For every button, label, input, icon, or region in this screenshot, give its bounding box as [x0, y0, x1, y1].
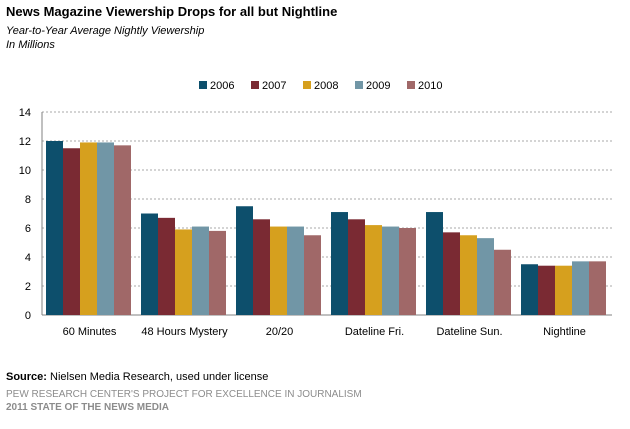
x-tick-label: Dateline Fri.	[345, 326, 404, 338]
bar-2007-2	[253, 219, 270, 315]
bar-2010-3	[399, 228, 416, 315]
bar-2009-4	[477, 238, 494, 315]
legend-label-2008: 2008	[314, 80, 338, 92]
bar-2007-0	[63, 148, 80, 315]
source-text: Nielsen Media Research, used under licen…	[46, 371, 269, 383]
legend-label-2010: 2010	[418, 80, 442, 92]
bar-2010-4	[494, 249, 511, 315]
bar-2006-1	[141, 213, 158, 315]
bar-2009-3	[382, 226, 399, 315]
legend-swatch-2006	[199, 81, 207, 89]
y-tick-label: 8	[25, 194, 31, 206]
bar-2009-1	[192, 226, 209, 315]
report-name: 2011 STATE OF THE NEWS MEDIA	[6, 402, 169, 413]
bar-2007-4	[443, 232, 460, 315]
bar-2010-2	[304, 235, 321, 315]
bar-2008-3	[365, 225, 382, 315]
bar-2007-1	[158, 217, 175, 315]
x-tick-label: Dateline Sun.	[436, 326, 502, 338]
subtitle-line-2: In Millions	[6, 39, 55, 51]
bar-2008-0	[80, 142, 97, 315]
bar-2007-5	[538, 265, 555, 315]
y-tick-label: 10	[19, 165, 31, 177]
bar-2008-2	[270, 226, 287, 315]
bar-2009-2	[287, 226, 304, 315]
bar-chart: 0 2 4 6 8 10 12 14 60 Minutes 48 Hours Mystery 20/…	[19, 80, 612, 338]
bar-2006-3	[331, 212, 348, 315]
y-tick-label: 14	[19, 107, 31, 119]
y-tick-label: 2	[25, 281, 31, 293]
subtitle-line-1: Year-to-Year Average Nightly Viewership	[6, 25, 205, 37]
y-tick-label: 6	[25, 223, 31, 235]
bar-2010-0	[114, 145, 131, 315]
source-note: Source: Nielsen Media Research, used und…	[6, 371, 268, 383]
y-tick-label: 0	[25, 310, 31, 322]
bar-2008-1	[175, 229, 192, 315]
y-tick-label: 12	[19, 136, 31, 148]
bar-2008-4	[460, 235, 477, 315]
legend-swatch-2009	[355, 81, 363, 89]
bar-2006-4	[426, 212, 443, 315]
legend-swatch-2008	[303, 81, 311, 89]
legend-label-2007: 2007	[262, 80, 286, 92]
legend-label-2009: 2009	[366, 80, 390, 92]
chart-title: News Magazine Viewership Drops for all b…	[6, 4, 338, 19]
x-tick-label: 20/20	[266, 326, 294, 338]
x-tick-label: 60 Minutes	[63, 326, 117, 338]
legend-label-2006: 2006	[210, 80, 234, 92]
bar-2006-2	[236, 206, 253, 315]
bar-2009-0	[97, 142, 114, 315]
credit-line: PEW RESEARCH CENTER'S PROJECT FOR EXCELL…	[6, 389, 362, 400]
bar-2008-5	[555, 265, 572, 315]
y-tick-label: 4	[25, 252, 31, 264]
bar-2006-0	[46, 141, 63, 315]
bar-2006-5	[521, 264, 538, 315]
legend-swatch-2007	[251, 81, 259, 89]
chart-subtitle: Year-to-Year Average Nightly Viewership …	[6, 24, 204, 52]
bar-2010-5	[589, 261, 606, 315]
legend-swatch-2010	[407, 81, 415, 89]
source-label: Source:	[6, 371, 47, 383]
x-tick-label: Nightline	[543, 326, 586, 338]
x-tick-label: 48 Hours Mystery	[141, 326, 228, 338]
bar-2007-3	[348, 219, 365, 315]
bar-2010-1	[209, 230, 226, 315]
bar-2009-5	[572, 261, 589, 315]
